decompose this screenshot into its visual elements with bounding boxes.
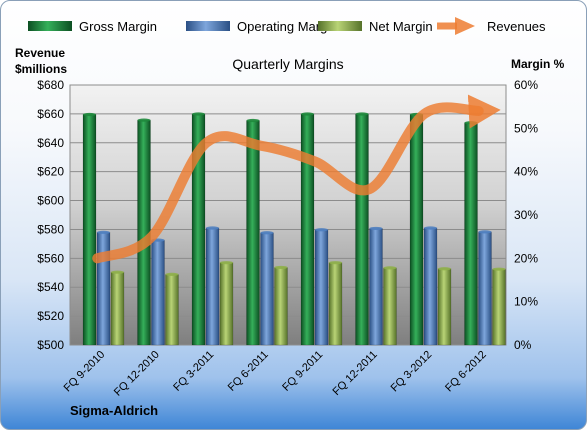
left-tick-label: $640: [37, 136, 64, 150]
x-tick-label: FQ 3-2011: [171, 349, 216, 394]
left-tick-label: $660: [37, 107, 64, 121]
legend-label-revenues: Revenues: [487, 19, 546, 34]
bar-cap-gross-margin: [464, 121, 478, 125]
left-axis-ticks: $500 $520 $540 $560 $580 $600 $620 $640 $660 $680: [37, 78, 64, 352]
bar-operating-margin: [260, 232, 274, 346]
chart-title: Quarterly Margins: [232, 56, 343, 72]
bar-cap-gross-margin: [301, 112, 314, 116]
bar-net-margin: [492, 268, 506, 346]
bar-net-margin: [110, 271, 125, 346]
right-tick-label: 20%: [514, 251, 538, 265]
legend-label-net-margin: Net Margin: [369, 19, 433, 34]
bar-net-margin: [383, 267, 397, 346]
bar-cap-operating-margin: [369, 226, 383, 231]
bar-gross-margin: [82, 114, 97, 346]
x-axis-labels: FQ 9-2010 FQ 12-2010 FQ 3-2011 FQ 6-2011 FQ …: [62, 349, 489, 399]
legend-swatch-net-margin: [318, 21, 362, 31]
bar-operating-margin: [205, 227, 220, 346]
bar-cap-operating-margin: [424, 226, 437, 230]
bar-operating-margin: [151, 239, 165, 346]
left-tick-label: $520: [37, 309, 64, 323]
legend-swatch-operating-margin: [186, 21, 230, 31]
bar-cap-operating-margin: [478, 230, 492, 234]
bar-operating-margin: [478, 231, 492, 346]
x-tick-label: FQ 6-2012: [443, 349, 489, 395]
left-tick-label: $500: [37, 338, 64, 352]
bar-cap-net-margin: [111, 270, 124, 274]
right-tick-label: 40%: [514, 165, 538, 179]
legend-label-operating-margin: Operating Margin: [237, 19, 337, 34]
bar-gross-margin: [464, 122, 478, 346]
left-tick-label: $540: [37, 280, 64, 294]
right-tick-label: 30%: [514, 208, 538, 222]
bar-operating-margin: [314, 229, 329, 346]
x-tick-label: FQ 12-2011: [330, 349, 379, 398]
bar-cap-operating-margin: [206, 226, 219, 230]
x-tick-label: FQ 3-2012: [389, 349, 435, 395]
bar-cap-gross-margin: [246, 118, 260, 123]
legend-swatch-gross-margin: [28, 21, 72, 31]
bar-cap-net-margin: [438, 267, 451, 271]
bar-cap-gross-margin: [192, 112, 205, 116]
bar-cap-gross-margin: [83, 112, 96, 117]
revenue-line: [92, 94, 501, 264]
revenue-line-path: [92, 94, 501, 264]
legend-item-gross-margin: Gross Margin: [28, 19, 157, 34]
bar-gross-margin: [300, 113, 315, 346]
bar-gross-margin: [246, 120, 260, 346]
bar-gross-margin: [137, 119, 151, 346]
right-axis-title: Margin %: [511, 57, 565, 71]
left-tick-label: $600: [37, 194, 64, 208]
right-tick-label: 50%: [514, 121, 538, 135]
right-tick-label: 10%: [514, 295, 538, 309]
left-tick-label: $680: [37, 78, 64, 92]
bar-cap-net-margin: [492, 267, 506, 271]
bar-cap-net-margin: [383, 266, 397, 270]
x-tick-label: FQ 12-2010: [112, 349, 162, 399]
bar-gross-margin: [409, 114, 424, 346]
legend: Gross Margin Operating Margin Net Margin…: [28, 17, 546, 35]
right-tick-label: 0%: [514, 338, 532, 352]
left-tick-label: $620: [37, 165, 64, 179]
right-tick-label: 60%: [514, 78, 538, 92]
bar-operating-margin: [369, 228, 383, 346]
bar-cap-net-margin: [274, 265, 288, 270]
bar-operating-margin: [96, 232, 111, 346]
bar-cap-net-margin: [220, 261, 233, 265]
bar-net-margin: [437, 268, 452, 346]
left-tick-label: $580: [37, 222, 64, 236]
x-tick-label: FQ 9-2011: [280, 349, 325, 394]
legend-item-revenues: Revenues: [437, 17, 546, 35]
legend-arrow-icon: [455, 17, 475, 35]
x-tick-label: FQ 9-2010: [62, 349, 108, 395]
legend-label-gross-margin: Gross Margin: [79, 19, 157, 34]
right-axis-ticks: 0% 10% 20% 30% 40% 50% 60%: [514, 78, 538, 352]
bar-net-margin: [274, 267, 288, 346]
legend-item-net-margin: Net Margin: [318, 19, 433, 34]
bar-cap-gross-margin: [355, 112, 369, 116]
left-axis-title-line1: Revenue: [15, 46, 65, 60]
bar-cap-net-margin: [329, 261, 342, 265]
bar-gross-margin: [355, 113, 369, 346]
bar-cap-net-margin: [165, 272, 179, 276]
bar-operating-margin: [423, 227, 438, 346]
bar-net-margin: [328, 262, 343, 346]
left-tick-label: $560: [37, 251, 64, 265]
x-tick-label: FQ 6-2011: [226, 349, 271, 394]
bar-net-margin: [219, 262, 234, 346]
company-name: Sigma-Aldrich: [70, 403, 158, 418]
bar-net-margin: [165, 274, 179, 346]
bar-cap-operating-margin: [260, 231, 274, 235]
left-axis-title-line2: $millions: [15, 62, 67, 76]
bar-cap-gross-margin: [137, 118, 151, 122]
bar-cap-operating-margin: [315, 228, 328, 232]
legend-item-operating-margin: Operating Margin: [186, 19, 337, 34]
bar-cap-operating-margin: [97, 230, 110, 234]
